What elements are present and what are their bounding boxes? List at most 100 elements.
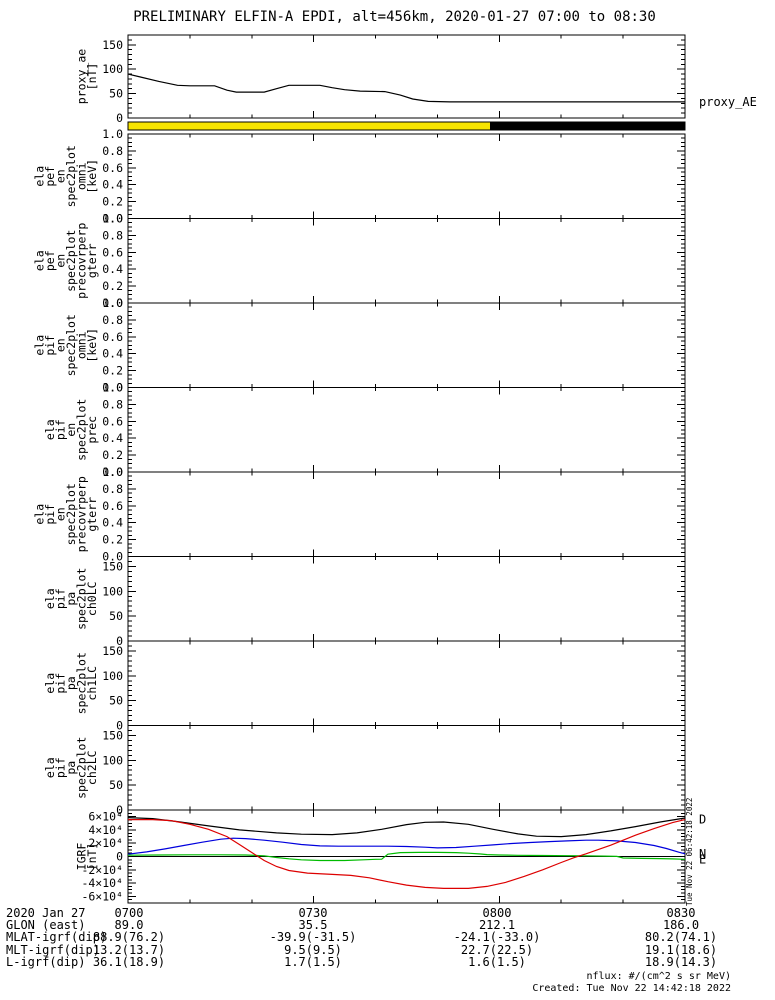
- y-tick-label: 1.0: [102, 212, 123, 226]
- panel-ylabel-line: ch1LC: [85, 666, 99, 701]
- y-tick-label: -6×10⁴: [81, 889, 123, 903]
- table-row-label: L-igrf(dip): [6, 954, 86, 969]
- panel-ylabel-line: [keV]: [85, 159, 99, 194]
- table-cell: 9.5(9.5): [284, 942, 342, 957]
- panel-ylabel-line: spec2plot: [64, 145, 78, 207]
- panel-ylabel-line: pef: [43, 250, 57, 271]
- y-tick-label: 0.0: [102, 296, 123, 310]
- y-tick-label: 1.0: [102, 465, 123, 479]
- panel-ylabel-line: en: [54, 338, 68, 352]
- table-cell: 1.7(1.5): [284, 954, 342, 969]
- y-tick-label: 0.2: [102, 279, 123, 293]
- y-tick-label: 0.4: [102, 178, 123, 192]
- panel-ylabel-line: [nT]: [85, 843, 99, 871]
- panel-ylabel-line: spec2plot: [75, 568, 89, 630]
- series-end-label-D: D: [699, 813, 706, 827]
- y-tick-label: 150: [102, 728, 123, 742]
- table-cell: 13.2(13.7): [92, 942, 166, 957]
- table-cell: 89.0: [114, 918, 144, 933]
- panel-ylabel-line: en: [54, 507, 68, 521]
- y-tick-label: 0: [116, 634, 123, 648]
- y-tick-label: 0.8: [102, 144, 123, 158]
- panel-ylabel-line: [keV]: [85, 328, 99, 363]
- panel-ylabel-line: omni: [75, 331, 89, 359]
- table-cell: 19.1(18.6): [644, 942, 718, 957]
- panel-ylabel-line: ela: [33, 166, 47, 187]
- table-cell: 88.9(76.2): [92, 930, 166, 945]
- y-tick-label: 0.6: [102, 499, 123, 513]
- table-row-label: MLAT-igrf(dip): [6, 930, 108, 945]
- y-tick-label: 50: [109, 778, 123, 792]
- panel-ylabel-line: gterr: [85, 497, 99, 532]
- table-cell: 18.9(14.3): [644, 954, 718, 969]
- y-tick-label: 0.2: [102, 364, 123, 378]
- panel-ylabel-line: pa: [64, 676, 78, 690]
- panel-ylabel-line: spec2plot: [75, 652, 89, 714]
- y-tick-label: 0.4: [102, 347, 123, 361]
- y-tick-label: 0.6: [102, 161, 123, 175]
- y-tick-label: 0.4: [102, 431, 123, 445]
- panel-ylabel-line: pif: [54, 757, 68, 778]
- panel-ylabel-line: ela: [43, 588, 57, 609]
- series-N: [127, 837, 686, 855]
- panel-ylabel-line: ch2LC: [85, 750, 99, 785]
- series-end-label-proxy_AE: proxy_AE: [699, 95, 757, 109]
- y-tick-label: 0: [116, 850, 123, 864]
- panel-frame-proxy_ae: [127, 34, 686, 119]
- panel-frame-ela_pif_pa_spec2plot_ch1LC: [127, 640, 686, 726]
- panel-ylabel-line: ela: [33, 250, 47, 271]
- panel-frame-ela_pif_en_spec2plot_prec: [127, 387, 686, 473]
- table-cell: 0830: [666, 906, 696, 920]
- panel-ylabel-line: [nT]: [85, 63, 99, 91]
- epoch-bar-frame: [127, 121, 686, 131]
- panel-ylabel-line: pif: [43, 335, 57, 356]
- panel-ylabel-line: ela: [33, 335, 47, 356]
- panel-frame-ela_pif_pa_spec2plot_ch2LC: [127, 725, 686, 811]
- table-cell: 80.2(74.1): [644, 930, 718, 945]
- y-tick-label: 0.0: [102, 212, 123, 226]
- panel-ylabel-line: spec2plot: [75, 399, 89, 461]
- created-timestamp: Created: Tue Nov 22 14:42:18 2022: [532, 983, 731, 994]
- y-tick-label: 0.0: [102, 465, 123, 479]
- y-tick-label: 0: [116, 803, 123, 817]
- y-tick-label: 0.6: [102, 330, 123, 344]
- panel-frame-ela_pef_en_spec2plot_omni: [127, 133, 686, 219]
- table-cell: 186.0: [662, 918, 700, 933]
- table-cell: 36.1(18.9): [92, 954, 166, 969]
- table-cell: 35.5: [298, 918, 328, 933]
- panel-ylabel-line: prec: [85, 416, 99, 444]
- table-row-label: GLON (east): [6, 918, 86, 933]
- y-tick-label: 6×10⁴: [88, 810, 123, 824]
- table-cell: 22.7(22.5): [460, 942, 534, 957]
- y-tick-label: 0.2: [102, 448, 123, 462]
- panel-ylabel-line: spec2plot: [64, 314, 78, 376]
- series-B_total: [127, 817, 686, 838]
- panel-ylabel-line: pif: [54, 419, 68, 440]
- y-tick-label: 4×10⁴: [88, 823, 123, 837]
- panel-ylabel-line: pif: [54, 588, 68, 609]
- y-tick-label: 150: [102, 38, 123, 52]
- panel-frame-ela_pif_pa_spec2plot_ch0LC: [127, 556, 686, 642]
- panel-ylabel-line: pef: [43, 166, 57, 187]
- y-tick-label: 0.8: [102, 397, 123, 411]
- y-tick-label: 100: [102, 62, 123, 76]
- nflux-units-note: nflux: #/(cm^2 s sr MeV): [586, 971, 732, 982]
- table-cell: 0730: [298, 906, 328, 920]
- series-end-label-E: E: [699, 852, 706, 866]
- panel-ylabel-line: ela: [43, 757, 57, 778]
- y-tick-label: 0.4: [102, 516, 123, 530]
- epoch-bar-segment: [490, 122, 685, 130]
- table-cell: 212.1: [478, 918, 516, 933]
- y-tick-label: 50: [109, 609, 123, 623]
- y-tick-label: 0.4: [102, 262, 123, 276]
- panel-frame-ela_pef_en_spec2plot_precovrperp_gterr: [127, 218, 686, 304]
- y-tick-label: 150: [102, 559, 123, 573]
- y-tick-label: 0.6: [102, 414, 123, 428]
- y-tick-label: 150: [102, 644, 123, 658]
- panel-ylabel-line: spec2plot: [64, 483, 78, 545]
- panel-ylabel-line: ela: [33, 504, 47, 525]
- series-D: [128, 818, 686, 890]
- panel-ylabel-line: ela: [43, 673, 57, 694]
- y-tick-label: 0.0: [102, 381, 123, 395]
